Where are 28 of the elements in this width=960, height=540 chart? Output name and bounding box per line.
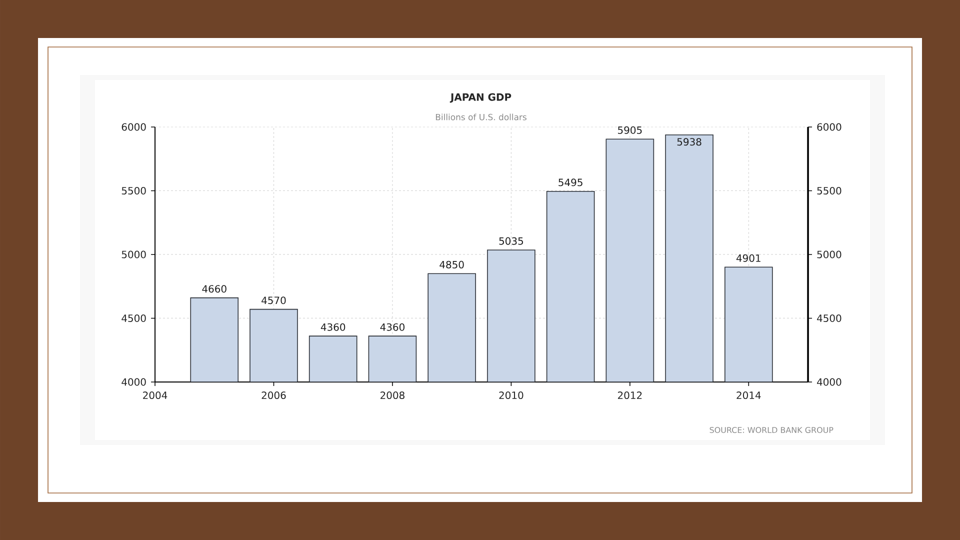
chart-title: JAPAN GDP <box>450 93 512 103</box>
y2-tick-label: 4000 <box>817 378 842 386</box>
y-tick-label: 5000 <box>122 250 146 258</box>
x-tick-label: 2012 <box>618 391 642 400</box>
data-label: 4570 <box>262 296 286 304</box>
x-tick-label: 2014 <box>736 391 761 400</box>
data-label: 4850 <box>440 260 464 268</box>
y-tick-label: 4500 <box>122 314 146 322</box>
data-label: 5495 <box>558 178 582 186</box>
x-tick-label: 2008 <box>380 391 404 400</box>
x-tick-label: 2004 <box>143 391 168 400</box>
data-label: 5938 <box>677 138 702 146</box>
x-tick-label: 2006 <box>262 391 286 400</box>
data-label: 4901 <box>736 254 760 262</box>
data-label: 4660 <box>202 285 226 293</box>
data-label: 4360 <box>320 323 346 331</box>
x-tick-label: 2010 <box>499 391 524 400</box>
y-tick-label: 5500 <box>122 186 146 195</box>
data-label: 5035 <box>499 237 523 245</box>
data-label: 5905 <box>618 126 642 134</box>
y2-tick-label: 6000 <box>817 123 842 131</box>
y-tick-label: 4000 <box>122 378 146 386</box>
y2-tick-label: 5000 <box>817 250 842 258</box>
data-label: 4360 <box>380 323 404 331</box>
y2-tick-label: 5500 <box>817 186 842 195</box>
chart-subtitle: Billions of U.S. dollars <box>436 114 526 120</box>
y2-tick-label: 4500 <box>817 314 842 322</box>
y-tick-label: 6000 <box>122 123 146 131</box>
